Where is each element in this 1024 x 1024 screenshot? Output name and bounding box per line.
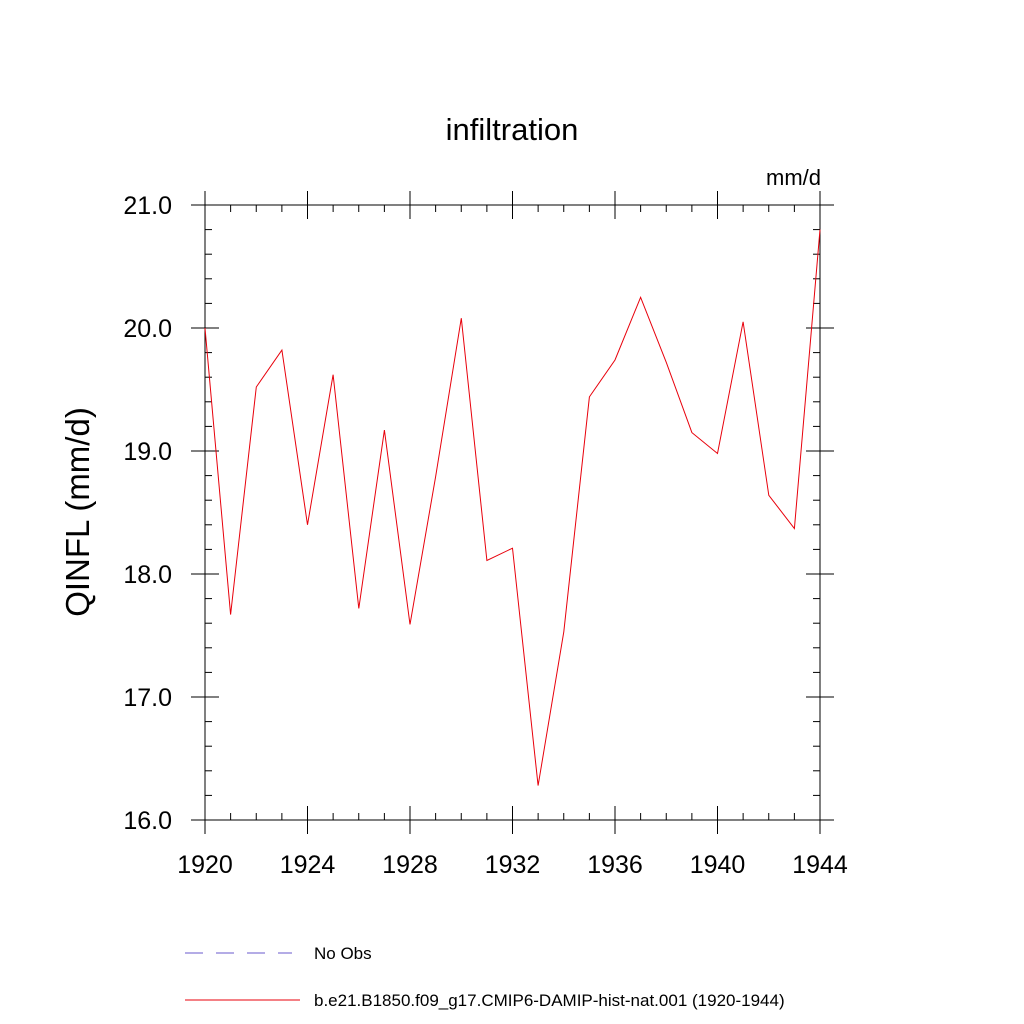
- chart-title: infiltration: [446, 112, 579, 147]
- x-tick-label: 1928: [382, 851, 438, 879]
- x-tick-label: 1944: [792, 851, 848, 879]
- y-tick-label: 16.0: [123, 807, 172, 835]
- units-label: mm/d: [766, 165, 821, 190]
- y-axis-label: QINFL (mm/d): [59, 407, 96, 617]
- plot-frame: [204, 204, 821, 821]
- x-tick-label: 1924: [280, 851, 336, 879]
- y-tick-label: 20.0: [123, 315, 172, 343]
- x-tick-label: 1940: [690, 851, 746, 879]
- y-tick-label: 17.0: [123, 684, 172, 712]
- x-tick-label: 1920: [177, 851, 233, 879]
- plot-axes: 1920 1924 1928 1932 1936 1940 1944 16.0 17.0 18.0…: [123, 191, 848, 879]
- legend-label-model-run: b.e21.B1850.f09_g17.CMIP6-DAMIP-hist-nat…: [314, 991, 785, 1010]
- legend-label-no-obs: No Obs: [314, 944, 372, 963]
- y-tick-label: 19.0: [123, 438, 172, 466]
- y-tick-label: 21.0: [123, 192, 172, 220]
- x-tick-label: 1932: [485, 851, 541, 879]
- series-group: [204, 229, 821, 786]
- legend: No Obs b.e21.B1850.f09_g17.CMIP6-DAMIP-h…: [185, 944, 785, 1010]
- series-line: [204, 229, 821, 786]
- y-tick-label: 18.0: [123, 561, 172, 589]
- x-tick-label: 1936: [587, 851, 643, 879]
